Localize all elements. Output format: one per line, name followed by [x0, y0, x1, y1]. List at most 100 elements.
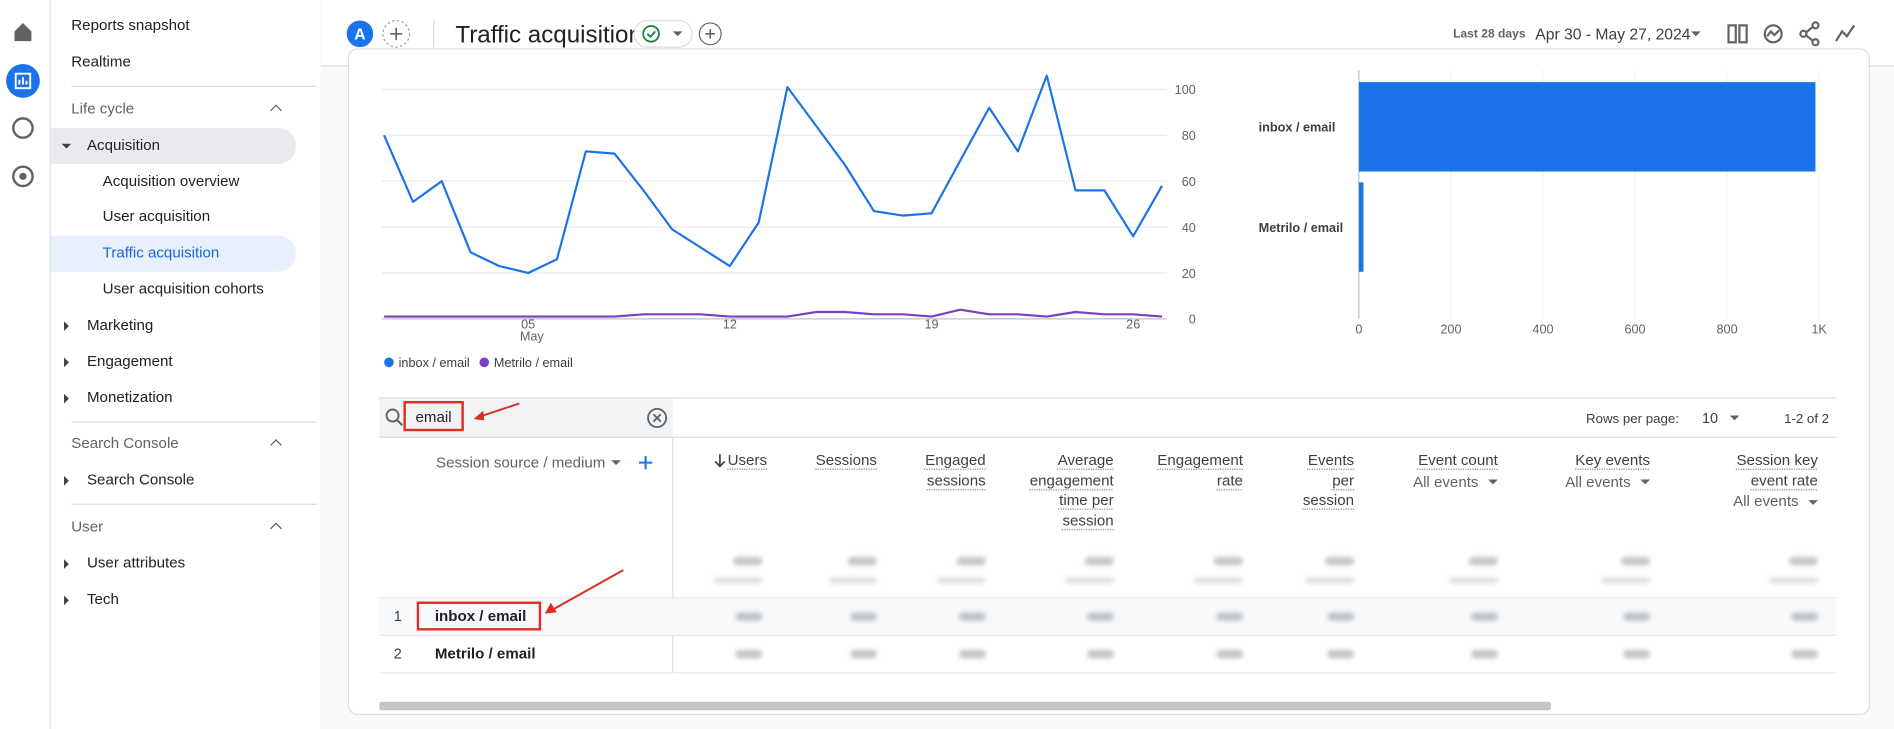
nav-item[interactable]: Marketing — [86, 316, 154, 334]
avatar-letter: A — [354, 26, 365, 43]
scrollbar[interactable] — [379, 701, 1551, 711]
blurred-value — [850, 649, 877, 659]
blurred-value — [1084, 556, 1114, 566]
column-header[interactable]: Key events All events — [1553, 451, 1651, 492]
nav-item[interactable]: Acquisition overview — [102, 172, 240, 190]
clear-search[interactable] — [647, 407, 668, 428]
nav-item[interactable]: Reports snapshot — [71, 16, 190, 34]
blurred-value — [735, 649, 763, 659]
nav-item[interactable]: User acquisition cohorts — [102, 280, 264, 298]
rail-icons — [6, 22, 40, 188]
x-tick-label: 600 — [1624, 322, 1645, 336]
blurred-value — [1065, 577, 1114, 584]
blurred-value — [1216, 649, 1243, 659]
icon-rail — [0, 0, 51, 729]
table-top-border — [379, 397, 1837, 399]
y-tick-label: 20 — [1182, 267, 1196, 281]
caret — [64, 475, 69, 486]
filter-caret — [1488, 479, 1498, 485]
column-header[interactable]: Events per session — [1291, 451, 1354, 511]
caret — [64, 321, 69, 331]
category-label: Metrilo / email — [1259, 221, 1344, 235]
legend-swatch — [479, 357, 490, 368]
row-dimension: Metrilo / email — [434, 645, 536, 662]
legend-swatch — [384, 357, 394, 368]
nav-item[interactable]: Life cycle — [71, 100, 135, 118]
filter-text: All events — [1733, 492, 1799, 510]
x-tick-label: 12 — [723, 318, 737, 332]
rows-per-page[interactable]: 10 — [1702, 411, 1718, 427]
column-header[interactable]: Average engagement time per session — [1017, 451, 1114, 531]
caret — [64, 595, 69, 606]
bar — [1358, 182, 1364, 272]
column-label: Event count — [1418, 451, 1498, 469]
divider — [71, 85, 317, 87]
blurred-value — [1621, 556, 1651, 566]
explore-icon[interactable] — [12, 117, 34, 139]
y-tick-label: 100 — [1175, 83, 1196, 97]
column-header[interactable]: Event count All events — [1401, 451, 1498, 492]
search-text[interactable]: email — [416, 409, 452, 426]
column-label: Sessions — [815, 451, 877, 469]
column-header[interactable]: Users — [682, 451, 767, 471]
annotation-arrow — [551, 569, 624, 611]
home-icon[interactable] — [14, 22, 32, 42]
add-dimension[interactable] — [638, 455, 653, 470]
x-tick-label: 0 — [1355, 322, 1362, 336]
blurred-value — [733, 556, 763, 566]
nav-item[interactable]: Realtime — [71, 53, 131, 71]
nav-item[interactable]: Monetization — [86, 388, 173, 406]
column-header[interactable]: Engagement rate — [1156, 451, 1243, 491]
blurred-value — [1087, 649, 1114, 659]
nav-highlight — [50, 235, 296, 272]
column-header[interactable]: Sessions — [780, 451, 877, 471]
y-tick-label: 80 — [1182, 129, 1196, 143]
nav-item[interactable]: Engagement — [86, 352, 173, 370]
nav-item[interactable]: User attributes — [86, 554, 186, 572]
blurred-value — [1601, 577, 1651, 584]
column-label: Engagement rate — [1157, 451, 1243, 489]
column-label: Key events — [1575, 451, 1651, 469]
blurred-value — [1216, 612, 1243, 621]
blurred-value — [713, 577, 763, 584]
column-label: Events per session — [1302, 451, 1355, 509]
column-label: Average engagement time per session — [1029, 451, 1114, 529]
nav-item[interactable]: Tech — [86, 590, 119, 608]
add-comparison[interactable] — [382, 19, 411, 48]
divider — [71, 421, 317, 423]
nav-item[interactable]: Acquisition — [86, 136, 160, 154]
nav-item[interactable]: Traffic acquisition — [102, 243, 220, 261]
avatar[interactable] — [346, 20, 374, 48]
pagination: 1-2 of 2 — [1784, 411, 1829, 426]
x-tick-label: 200 — [1440, 322, 1461, 336]
filter-text: All events — [1413, 472, 1479, 490]
dimension-header[interactable]: Session source / medium — [436, 454, 605, 471]
advertising-icon[interactable] — [12, 165, 34, 188]
blurred-value — [1623, 649, 1651, 659]
date-range[interactable]: Apr 30 - May 27, 2024 — [1535, 26, 1690, 43]
add-button[interactable] — [698, 22, 722, 46]
nav-item[interactable]: User acquisition — [102, 207, 211, 225]
blurred-value — [1468, 556, 1498, 566]
nav-item[interactable]: User — [71, 518, 104, 536]
blurred-value — [850, 612, 877, 621]
row-number: 1 — [393, 607, 402, 625]
column-header[interactable]: Engaged sessions — [911, 451, 985, 491]
toolbar-icons[interactable] — [1727, 21, 1856, 47]
blurred-value — [1623, 612, 1651, 621]
x-tick-label: 800 — [1716, 322, 1737, 336]
data-line — [384, 308, 1163, 318]
nav-item[interactable]: Search Console — [86, 471, 195, 488]
x-tick-label: 26 — [1126, 318, 1140, 332]
blurred-value — [735, 612, 763, 621]
rows-per-page-label: Rows per page: — [1586, 411, 1679, 426]
annotation-arrow — [479, 402, 520, 418]
legend-label: inbox / email — [399, 356, 470, 370]
search-icon — [385, 408, 400, 423]
nav-item[interactable]: Search Console — [71, 434, 179, 452]
blurred-value — [1471, 612, 1498, 621]
column-header[interactable]: Session key event rate All events — [1721, 451, 1818, 512]
